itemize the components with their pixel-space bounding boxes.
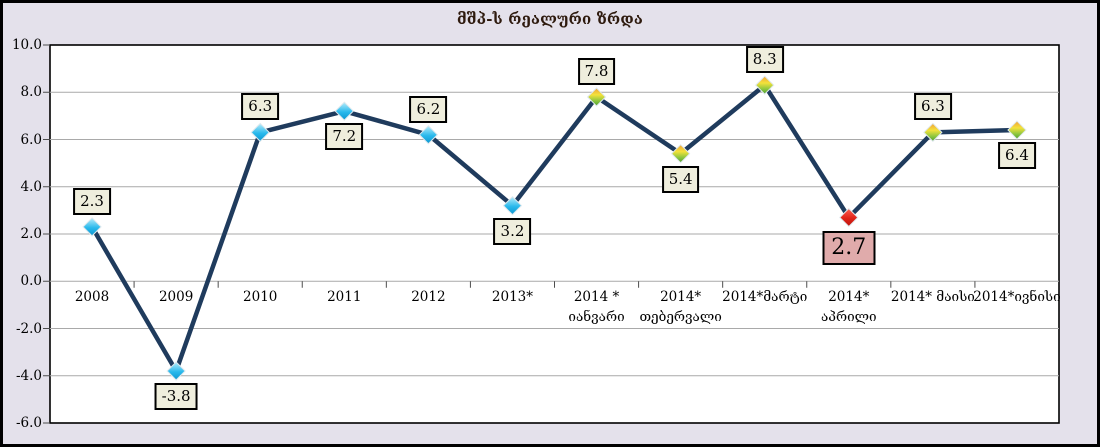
data-point-marker [755,75,775,95]
data-point-marker [418,125,439,145]
line-chart [43,44,1060,424]
axis-ticks-layer [43,44,976,424]
data-markers-layer [82,75,1027,381]
data-point-marker [166,361,186,381]
data-point-marker [670,143,691,164]
data-point-marker [586,87,607,107]
chart-title: მშპ-ს რეალური ზრდა [456,10,644,28]
data-point-marker [250,122,270,143]
data-point-marker [334,101,354,121]
data-point-marker [923,122,943,143]
series-line [89,82,1020,374]
data-point-marker [1007,120,1027,140]
data-point-marker [502,195,523,216]
data-point-marker [82,217,102,237]
data-point-marker [839,207,859,228]
series-line-layer [89,82,1020,374]
